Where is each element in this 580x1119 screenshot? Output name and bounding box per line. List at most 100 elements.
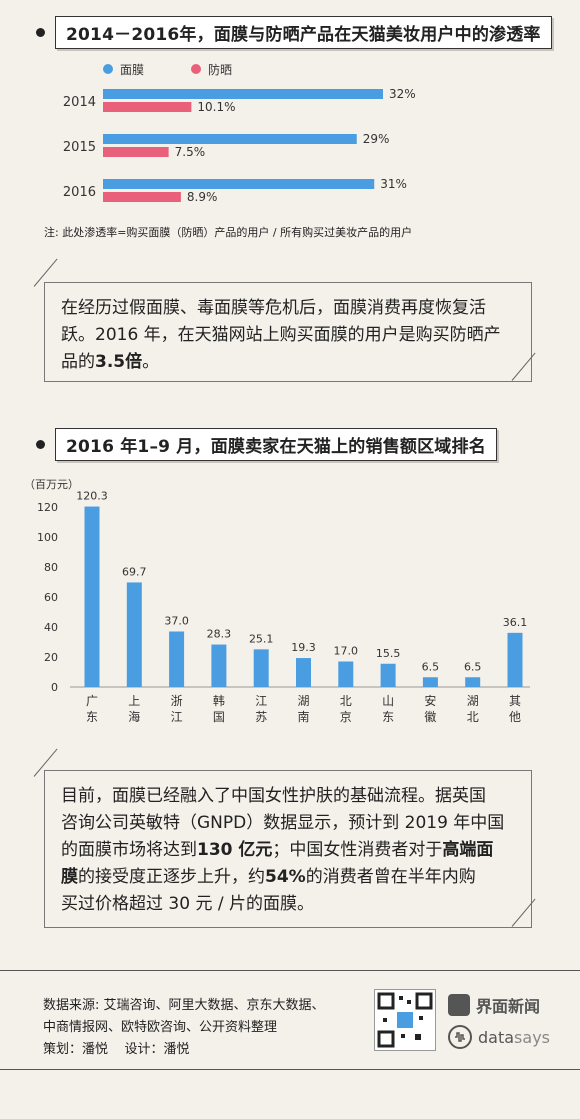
penetration-bar: [103, 134, 357, 144]
region-label: 湖: [467, 693, 479, 708]
region-label: 韩: [213, 693, 225, 708]
y-tick-label: 20: [44, 651, 58, 664]
sales-ranking-chart: （百万元）020406080100120120.3广东69.7上海37.0浙江2…: [24, 478, 530, 724]
source-line1: 数据来源: 艾瑞咨询、阿里大数据、京东大数据、: [43, 998, 325, 1013]
region-label: 江: [255, 694, 267, 708]
box1-line2: 跃。2016 年，在天猫网站上购买面膜的用户是购买防晒产: [61, 325, 501, 345]
region-label: 东: [86, 710, 98, 724]
bullet-icon: [36, 440, 45, 449]
region-label: 江: [171, 710, 183, 724]
footer-text: 数据来源: 艾瑞咨询、阿里大数据、京东大数据、 中商情报网、欧特欧咨询、公开资料…: [43, 995, 325, 1061]
jiemian-icon: [448, 994, 470, 1016]
sales-bar: [380, 663, 396, 687]
section1-heading: 2014－2016年，面膜与防晒产品在天猫美妆用户中的渗透率: [36, 16, 552, 49]
qr-code-icon[interactable]: [374, 989, 436, 1051]
penetration-bar: [103, 192, 181, 202]
y-tick-label: 100: [37, 531, 58, 544]
section2-heading: 2016 年1–9 月，面膜卖家在天猫上的销售额区域排名: [36, 428, 497, 461]
box2-line2: 咨询公司英敏特（GNPD）数据显示，预计到 2019 年中国: [61, 813, 505, 833]
section1-title: 2014－2016年，面膜与防晒产品在天猫美妆用户中的渗透率: [55, 16, 552, 49]
sales-bar: [507, 632, 523, 687]
region-label: 安: [424, 693, 436, 708]
region-label: 京: [340, 710, 352, 724]
legend-label: 面膜: [120, 63, 144, 77]
year-label: 2016: [63, 185, 96, 200]
box1-line3-suffix: 。: [142, 352, 160, 372]
region-label: 其: [509, 694, 521, 708]
sales-bar: [422, 677, 438, 687]
bar-value-label: 25.1: [249, 632, 274, 645]
bar-value-label: 6.5: [422, 660, 440, 673]
box1-highlight: 3.5倍: [95, 352, 143, 372]
box2-line4: 膜的接受度正逐步上升，约54%的消费者曾在半年内购: [61, 864, 515, 891]
box2-line3c: ；中国女性消费者对于: [272, 840, 443, 860]
credit-design: 设计：潘悦: [124, 1042, 190, 1057]
bar-value-label: 37.0: [164, 615, 189, 628]
region-label: 他: [509, 710, 521, 724]
insight-box-1: 在经历过假面膜、毒面膜等危机后，面膜消费再度恢复活 跃。2016 年，在天猫网站…: [44, 282, 532, 382]
box1-line3-prefix: 品的: [61, 352, 95, 372]
region-label: 上: [128, 694, 140, 708]
box2-line1: 目前，面膜已经融入了中国女性护肤的基础流程。据英国: [61, 786, 486, 806]
bar-value-label: 10.1%: [197, 100, 235, 114]
penetration-bar: [103, 102, 192, 112]
penetration-chart: 面膜 防晒 2014 32% 10.1% 2015 29% 7.5% 2016 31% 8.9%: [63, 62, 416, 204]
box2-highend-cont: 膜: [61, 867, 78, 887]
bar-value-label: 69.7: [122, 565, 147, 578]
bar-value-label: 17.0: [334, 645, 359, 658]
section2-title: 2016 年1–9 月，面膜卖家在天猫上的销售额区域排名: [55, 428, 497, 461]
year-label: 2014: [63, 95, 96, 110]
bullet-icon: [36, 28, 45, 37]
region-label: 湖: [297, 693, 309, 708]
bar-value-label: 28.3: [207, 628, 232, 641]
legend-marker: [191, 64, 201, 74]
region-label: 南: [297, 709, 309, 724]
box2-line5: 买过价格超过 30 元 / 片的面膜。: [61, 894, 314, 914]
region-label: 北: [340, 694, 352, 708]
year-label: 2015: [63, 140, 96, 155]
jiemian-logo: 界面新闻: [448, 993, 540, 1017]
region-label: 东: [382, 710, 394, 724]
box2-line4d: 的消费者曾在半年内购: [305, 867, 476, 887]
brand1-text: 界面新闻: [476, 997, 541, 1016]
legend-marker: [103, 64, 113, 74]
y-tick-label: 0: [51, 681, 58, 694]
datasays-logo: data says: [448, 1025, 550, 1049]
y-unit-label: （百万元）: [24, 478, 79, 491]
y-tick-label: 40: [44, 621, 58, 634]
brand2-data: data: [478, 1027, 515, 1047]
legend-label: 防晒: [208, 62, 232, 77]
bar-value-label: 31%: [380, 177, 407, 191]
penetration-bar: [103, 147, 169, 157]
bar-value-label: 15.5: [376, 647, 401, 660]
region-label: 广: [86, 694, 98, 708]
footer: 数据来源: 艾瑞咨询、阿里大数据、京东大数据、 中商情报网、欧特欧咨询、公开资料…: [0, 970, 580, 1070]
box1-line3: 品的3.5倍。: [61, 349, 515, 376]
penetration-bar: [103, 89, 383, 99]
bar-value-label: 6.5: [464, 660, 482, 673]
sales-bar: [465, 677, 481, 687]
credits: 策划：潘悦 设计：潘悦: [43, 1039, 325, 1061]
bar-value-label: 36.1: [503, 616, 528, 629]
y-tick-label: 120: [37, 501, 58, 514]
region-label: 苏: [255, 710, 267, 724]
sales-bar: [211, 644, 227, 687]
box2-line4b: 的接受度正逐步上升，约: [78, 867, 265, 887]
bar-value-label: 19.3: [291, 641, 316, 654]
sales-bar: [169, 631, 185, 687]
region-label: 海: [128, 709, 140, 724]
box2-market-size: 130 亿元: [197, 840, 273, 860]
datasays-icon: [448, 1025, 472, 1049]
bar-value-label: 32%: [389, 87, 416, 101]
box2-line3a: 的面膜市场将达到: [61, 840, 197, 860]
y-tick-label: 60: [44, 591, 58, 604]
region-label: 浙: [171, 694, 183, 708]
brand2-says: says: [514, 1027, 550, 1047]
region-label: 山: [382, 694, 394, 708]
chart1-note: 注: 此处渗透率=购买面膜（防晒）产品的用户 / 所有购买过美妆产品的用户: [44, 226, 413, 239]
insight-box-2: 目前，面膜已经融入了中国女性护肤的基础流程。据英国 咨询公司英敏特（GNPD）数…: [44, 770, 532, 928]
penetration-bar: [103, 179, 375, 189]
region-label: 徽: [424, 709, 436, 724]
sales-bar: [338, 661, 354, 687]
box2-highend: 高端面: [442, 840, 494, 860]
